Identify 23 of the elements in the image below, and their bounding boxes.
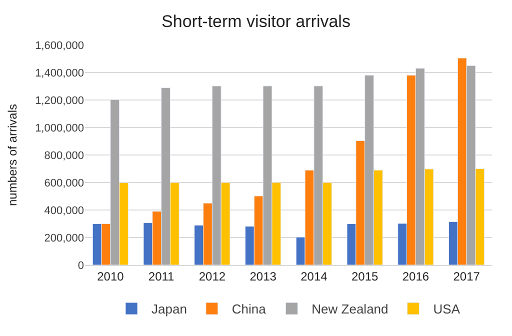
x-tick-label: 2011 [148,269,175,284]
x-tick-label: 2016 [402,269,430,284]
y-tick-label: 1,200,000 [35,94,84,107]
y-tick-label: 1,600,000 [35,40,84,52]
x-tick-label: 2014 [300,269,328,284]
y-tick-label: 1,000,000 [35,122,84,134]
legend-label: China [232,302,267,317]
y-tick-label: 600,000 [44,177,84,190]
x-tick-label: 2017 [453,269,480,284]
chart-title: Short-term visitor arrivals [162,12,350,32]
y-tick-label: 400,000 [44,204,84,217]
legend-label: New Zealand [312,302,388,317]
x-tick-label: 2012 [198,269,226,284]
legend-label: Japan [152,302,187,317]
y-axis-title: numbers of arrivals [5,104,20,206]
y-tick-label: 200,000 [44,232,84,244]
x-tick-label: 2015 [351,269,378,284]
y-tick-label: 800,000 [44,150,84,162]
legend-label: USA [433,302,460,317]
y-tick-label: 0 [78,260,84,272]
x-tick-label: 2010 [97,269,124,284]
y-tick-label: 1,400,000 [35,67,84,80]
x-tick-label: 2013 [250,269,277,284]
